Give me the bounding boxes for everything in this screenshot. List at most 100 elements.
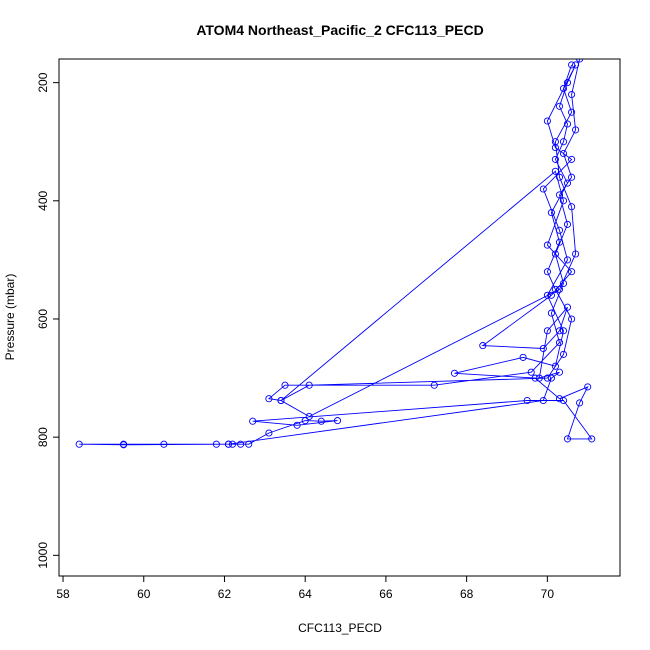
data-point bbox=[543, 327, 551, 335]
data-point bbox=[539, 396, 547, 405]
data-point bbox=[547, 291, 555, 299]
data-point bbox=[543, 241, 551, 249]
x-tick-label: 58 bbox=[56, 587, 70, 601]
data-point bbox=[572, 250, 580, 258]
data-point bbox=[568, 108, 576, 116]
data-point bbox=[265, 429, 273, 437]
data-point bbox=[228, 440, 237, 448]
x-tick-label: 66 bbox=[379, 587, 393, 601]
y-tick-label: 600 bbox=[36, 309, 50, 329]
x-tick-label: 70 bbox=[541, 587, 555, 601]
data-point bbox=[551, 138, 559, 146]
plot-frame bbox=[58, 58, 621, 577]
data-point bbox=[555, 339, 564, 347]
data-point bbox=[527, 368, 535, 376]
data-point bbox=[293, 421, 301, 429]
y-tick-label: 200 bbox=[36, 72, 50, 92]
data-point bbox=[559, 327, 568, 335]
data-point bbox=[547, 209, 555, 217]
data-point bbox=[305, 412, 313, 421]
data-point bbox=[588, 435, 596, 443]
data-point bbox=[305, 381, 313, 389]
data-points bbox=[75, 59, 596, 449]
data-point bbox=[539, 185, 547, 193]
data-point bbox=[547, 374, 555, 382]
data-point bbox=[301, 417, 309, 425]
data-point bbox=[555, 173, 564, 181]
data-point bbox=[531, 374, 539, 382]
data-point bbox=[539, 344, 547, 353]
plot-area bbox=[75, 59, 596, 449]
data-point bbox=[563, 256, 572, 264]
x-tick-label: 60 bbox=[137, 587, 151, 601]
data-point bbox=[543, 291, 551, 299]
data-point bbox=[551, 167, 559, 175]
data-point bbox=[568, 268, 576, 276]
data-point bbox=[563, 179, 572, 187]
data-point bbox=[543, 374, 551, 382]
data-point bbox=[568, 61, 576, 69]
x-tick-label: 68 bbox=[460, 587, 474, 601]
data-point bbox=[555, 395, 564, 403]
y-tick-label: 1000 bbox=[36, 542, 50, 569]
data-point bbox=[568, 90, 576, 99]
data-point bbox=[559, 396, 568, 405]
data-point bbox=[559, 279, 568, 288]
data-point bbox=[224, 440, 233, 448]
data-point bbox=[75, 440, 83, 448]
data-point bbox=[563, 303, 572, 311]
data-point bbox=[555, 327, 564, 335]
data-point bbox=[237, 440, 245, 448]
y-axis-title: Pressure (mbar) bbox=[3, 274, 17, 361]
data-point bbox=[281, 381, 289, 389]
data-point bbox=[555, 285, 564, 293]
y-axis: 200 400 600 800 1000 bbox=[36, 72, 60, 569]
data-point bbox=[265, 395, 273, 403]
data-point bbox=[430, 381, 438, 389]
data-point bbox=[535, 374, 543, 382]
data-point bbox=[333, 417, 342, 425]
data-point bbox=[568, 155, 576, 163]
x-tick-label: 62 bbox=[218, 587, 232, 601]
data-point bbox=[576, 399, 584, 407]
x-axis-title: CFC113_PECD bbox=[298, 621, 382, 635]
data-point bbox=[576, 59, 584, 63]
data-point bbox=[568, 173, 576, 181]
data-point bbox=[555, 368, 564, 376]
x-tick-label: 64 bbox=[299, 587, 313, 601]
data-point bbox=[479, 342, 487, 350]
data-point bbox=[519, 353, 527, 361]
data-point bbox=[559, 149, 568, 158]
data-point bbox=[559, 197, 568, 205]
data-point bbox=[572, 61, 580, 69]
data-point bbox=[543, 117, 551, 125]
data-point bbox=[568, 203, 576, 211]
data-point bbox=[523, 396, 531, 405]
data-point bbox=[317, 417, 325, 425]
data-point bbox=[551, 250, 559, 258]
data-point bbox=[277, 396, 285, 405]
y-tick-label: 400 bbox=[36, 190, 50, 210]
data-point bbox=[120, 441, 128, 449]
data-point bbox=[563, 435, 572, 443]
series-line bbox=[79, 59, 593, 446]
data-point bbox=[160, 440, 168, 448]
data-point bbox=[543, 268, 551, 276]
data-point bbox=[555, 102, 564, 110]
y-tick-label: 800 bbox=[36, 427, 50, 447]
data-point bbox=[450, 369, 459, 377]
data-point bbox=[563, 120, 572, 128]
chart-title: ATOM4 Northeast_Pacific_2 CFC113_PECD bbox=[196, 22, 483, 38]
data-point bbox=[559, 350, 568, 358]
data-point bbox=[551, 362, 559, 370]
data-point bbox=[568, 315, 576, 323]
data-point bbox=[547, 309, 555, 317]
data-point bbox=[555, 238, 564, 246]
data-point bbox=[551, 285, 559, 293]
data-point bbox=[245, 440, 253, 448]
data-point bbox=[572, 126, 580, 134]
data-point bbox=[555, 226, 564, 234]
data-point bbox=[249, 417, 257, 425]
data-point bbox=[555, 191, 564, 199]
